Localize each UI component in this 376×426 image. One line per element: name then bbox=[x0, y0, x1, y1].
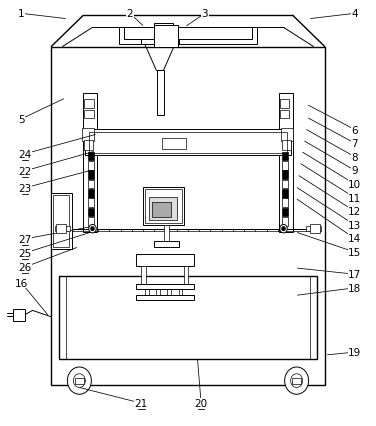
Text: 14: 14 bbox=[348, 234, 361, 244]
Bar bbox=[282, 161, 288, 170]
Bar bbox=[167, 289, 171, 296]
Bar bbox=[145, 190, 182, 224]
Text: 6: 6 bbox=[352, 125, 358, 135]
Bar bbox=[282, 199, 288, 207]
Bar bbox=[157, 71, 164, 115]
Text: 8: 8 bbox=[352, 153, 358, 162]
Bar bbox=[88, 190, 94, 198]
Bar bbox=[282, 208, 288, 217]
Bar bbox=[281, 129, 293, 142]
Bar bbox=[55, 226, 70, 231]
Text: 18: 18 bbox=[348, 283, 361, 293]
Text: 17: 17 bbox=[348, 270, 361, 279]
Bar bbox=[88, 180, 94, 189]
Bar bbox=[292, 378, 301, 384]
Circle shape bbox=[285, 367, 309, 394]
Bar bbox=[85, 130, 291, 155]
Bar bbox=[75, 378, 84, 384]
Text: 1: 1 bbox=[18, 9, 24, 19]
Bar bbox=[282, 190, 288, 198]
Bar bbox=[145, 289, 149, 296]
Circle shape bbox=[91, 227, 94, 231]
Bar bbox=[280, 100, 289, 109]
Bar bbox=[282, 218, 288, 226]
Bar bbox=[279, 94, 293, 232]
Bar bbox=[149, 197, 177, 221]
Text: 12: 12 bbox=[348, 207, 361, 217]
Bar bbox=[152, 202, 171, 217]
Bar bbox=[88, 208, 94, 217]
Text: 4: 4 bbox=[352, 9, 358, 19]
Bar bbox=[154, 242, 179, 247]
Bar bbox=[124, 28, 252, 40]
Bar bbox=[282, 141, 291, 150]
Text: 13: 13 bbox=[348, 220, 361, 230]
Text: 5: 5 bbox=[18, 115, 24, 124]
Circle shape bbox=[280, 225, 287, 233]
Bar bbox=[88, 152, 94, 161]
Circle shape bbox=[89, 225, 96, 233]
Text: 24: 24 bbox=[18, 150, 32, 159]
Text: 27: 27 bbox=[18, 234, 32, 245]
Bar bbox=[136, 284, 194, 289]
Text: 15: 15 bbox=[348, 248, 361, 257]
Bar bbox=[311, 225, 320, 233]
Bar bbox=[51, 194, 72, 249]
Bar bbox=[164, 226, 169, 243]
Bar bbox=[51, 47, 325, 385]
Text: 21: 21 bbox=[135, 398, 148, 408]
Text: 2: 2 bbox=[127, 9, 133, 19]
Text: 7: 7 bbox=[352, 139, 358, 149]
Bar bbox=[280, 110, 289, 119]
Bar bbox=[156, 289, 160, 296]
Bar bbox=[89, 132, 287, 153]
Bar bbox=[13, 309, 25, 321]
Bar bbox=[179, 289, 182, 296]
Text: 16: 16 bbox=[15, 278, 28, 288]
Bar bbox=[88, 199, 94, 207]
Circle shape bbox=[67, 367, 91, 394]
Bar bbox=[143, 187, 184, 226]
Text: 9: 9 bbox=[352, 166, 358, 176]
Text: 22: 22 bbox=[18, 167, 32, 176]
Text: 25: 25 bbox=[18, 248, 32, 258]
Bar bbox=[82, 129, 94, 142]
Bar bbox=[84, 110, 94, 119]
Bar bbox=[136, 295, 194, 300]
Bar bbox=[183, 266, 188, 285]
Bar bbox=[141, 29, 179, 45]
Text: 26: 26 bbox=[18, 262, 32, 272]
Text: 23: 23 bbox=[18, 183, 32, 193]
Text: 11: 11 bbox=[348, 193, 361, 203]
Circle shape bbox=[282, 227, 285, 231]
Bar bbox=[136, 254, 194, 266]
Text: 20: 20 bbox=[194, 398, 208, 408]
Bar bbox=[83, 94, 97, 232]
Bar bbox=[119, 28, 257, 45]
Bar bbox=[141, 266, 146, 285]
Text: 10: 10 bbox=[348, 180, 361, 190]
Bar bbox=[88, 161, 94, 170]
Bar bbox=[153, 26, 178, 47]
Bar bbox=[282, 152, 288, 161]
Bar bbox=[84, 100, 94, 109]
Bar bbox=[88, 218, 94, 226]
Bar bbox=[162, 139, 186, 150]
Bar bbox=[306, 226, 321, 231]
Text: 19: 19 bbox=[348, 347, 361, 357]
Bar bbox=[56, 225, 65, 233]
Bar bbox=[282, 171, 288, 179]
Bar bbox=[84, 141, 93, 150]
Bar bbox=[154, 24, 173, 32]
Bar bbox=[53, 196, 69, 247]
Bar bbox=[282, 180, 288, 189]
Text: 3: 3 bbox=[202, 9, 208, 19]
Bar bbox=[59, 277, 317, 360]
Bar bbox=[88, 171, 94, 179]
